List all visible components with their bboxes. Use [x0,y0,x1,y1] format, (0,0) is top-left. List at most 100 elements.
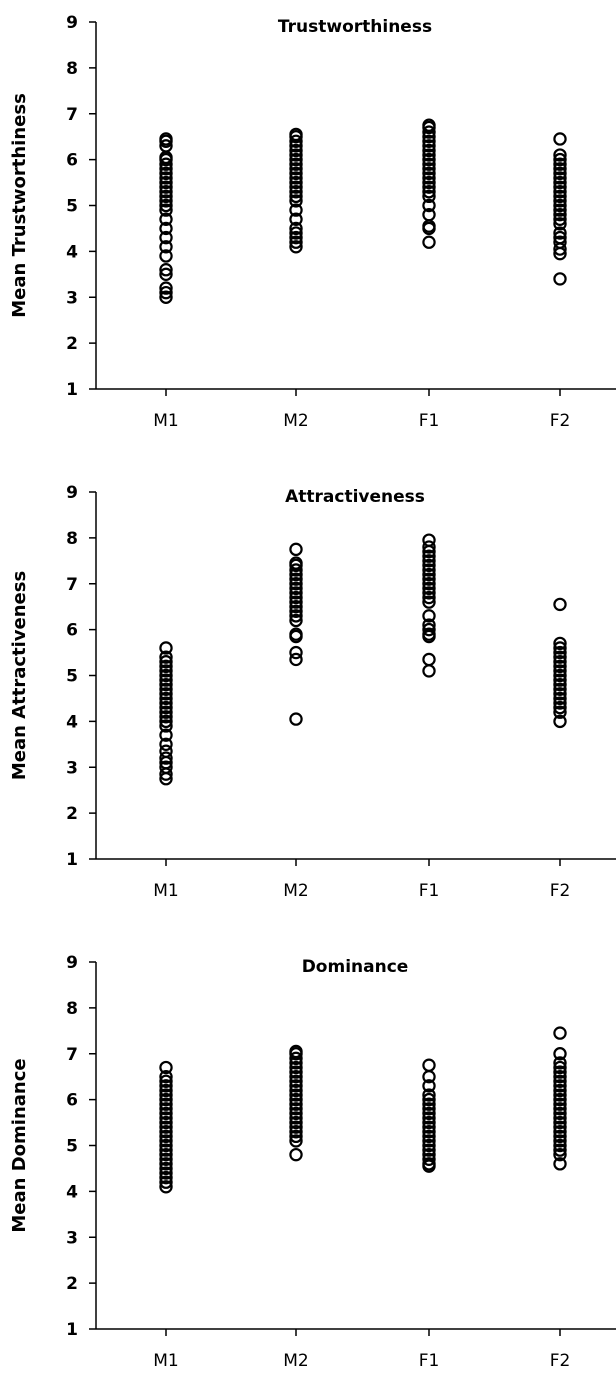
data-point-m1 [159,1069,173,1084]
data-point-m1 [159,659,173,674]
data-point-f2 [553,1106,567,1121]
data-point-f2 [553,1069,567,1084]
data-point-m1 [159,1074,173,1088]
data-point-m1 [159,267,173,282]
data-point-m1 [159,1097,173,1111]
data-point-m1 [159,249,173,263]
data-point-f1 [422,143,436,158]
y-tick-label: 2 [66,334,78,354]
y-tick-label: 2 [66,804,78,824]
data-point-f1 [422,554,436,568]
data-point-f2 [553,1047,567,1061]
data-point-f1 [422,1125,436,1139]
data-point-f1 [422,618,436,632]
data-point-f1 [422,558,436,573]
data-point-m1 [159,263,173,277]
data-point-f2 [553,189,567,204]
data-point-f2 [553,1115,567,1130]
y-tick-label: 5 [66,667,78,687]
data-point-m1 [159,212,173,226]
x-tick-label: M1 [153,1351,178,1371]
data-point-f2 [553,166,567,181]
data-point-m2 [289,712,303,726]
data-point-m1 [159,1138,173,1153]
data-point-m2 [289,542,303,557]
data-point-f1 [422,1134,436,1148]
data-point-f1 [422,235,436,249]
data-point-f1 [422,549,436,563]
data-point-m2 [289,1111,303,1125]
data-point-f2 [553,185,567,199]
x-tick-label: F1 [419,1351,440,1371]
y-tick-label: 1 [66,380,78,400]
data-point-m2 [289,1088,303,1102]
data-point-f1 [422,567,436,582]
data-point-f1 [422,577,436,591]
data-point-f2 [553,659,567,674]
data-point-f1 [422,609,436,623]
data-point-f1 [422,1129,436,1144]
data-point-m2 [289,604,303,618]
data-point-f2 [553,641,567,655]
data-point-f2 [553,235,567,249]
data-point-f1 [422,622,436,637]
data-point-m2 [289,1069,303,1084]
data-point-m1 [159,1088,173,1102]
data-point-m1 [159,230,173,245]
data-point-f2 [553,687,567,701]
data-point-m2 [289,577,303,591]
x-tick-label: M2 [283,1351,308,1371]
data-point-f2 [553,217,567,231]
y-tick-label: 2 [66,1274,78,1294]
x-tick-label: M1 [153,411,178,431]
data-point-m1 [159,641,173,655]
chart-panel-2: 1 2 3 4 5 6 7 8 9 M1 M2 F1 F2 Attractiveness Mean Attr… [9,483,616,901]
data-point-f1 [422,627,436,641]
data-point-f2 [553,1026,567,1040]
x-tick-label: F1 [419,881,440,901]
data-point-f1 [422,180,436,194]
data-point-m1 [159,677,173,692]
data-point-m1 [159,1120,173,1134]
data-point-m1 [159,1111,173,1125]
data-point-f2 [553,230,567,245]
data-point-m1 [159,132,173,146]
data-point-f2 [553,157,567,171]
data-point-f1 [422,1088,436,1102]
y-tick-label: 7 [66,1045,78,1065]
y-tick-label: 3 [66,288,78,308]
data-point-m1 [159,705,173,719]
x-tick-label: F2 [550,411,571,431]
y-tick-label: 6 [66,1091,78,1111]
chart-title: Dominance [302,957,409,977]
data-point-f2 [553,180,567,194]
data-point-m2 [289,212,303,226]
data-point-f1 [422,586,436,600]
data-point-f2 [553,668,567,683]
data-point-m1 [159,1166,173,1180]
data-point-m1 [159,185,173,199]
data-point-m1 [159,139,173,153]
y-axis-title: Mean Dominance [9,1058,30,1232]
data-point-m2 [289,1147,303,1162]
data-point-m1 [159,221,173,236]
chart-panel-3: 1 2 3 4 5 6 7 8 9 M1 M2 F1 F2 Dominance Mean Dominance [9,953,616,1371]
data-point-m1 [159,700,173,715]
data-point-f1 [422,540,436,554]
x-tick-label: M2 [283,881,308,901]
data-point-f2 [553,1097,567,1111]
data-point-m2 [289,143,303,158]
data-point-f1 [422,1115,436,1130]
data-point-f2 [553,175,567,190]
data-point-m1 [159,710,173,724]
data-point-f2 [553,677,567,692]
data-point-f1 [422,189,436,204]
data-point-m1 [159,744,173,758]
y-tick-label: 4 [66,712,78,732]
data-point-m2 [289,1120,303,1134]
y-tick-label: 3 [66,758,78,778]
data-point-m1 [159,1125,173,1139]
data-point-f2 [553,696,567,710]
data-point-f2 [553,645,567,660]
data-point-f2 [553,714,567,729]
